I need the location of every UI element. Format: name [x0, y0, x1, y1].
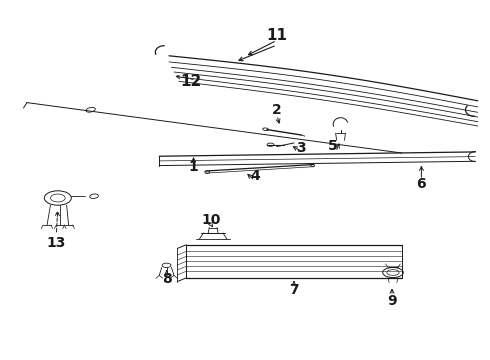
Text: 4: 4: [250, 170, 260, 183]
Text: 11: 11: [267, 28, 287, 44]
Text: 6: 6: [416, 177, 426, 190]
Text: 12: 12: [180, 73, 202, 89]
Text: 7: 7: [289, 283, 299, 297]
Text: 10: 10: [201, 213, 220, 226]
Text: 8: 8: [162, 272, 172, 286]
Text: 2: 2: [272, 103, 282, 117]
Text: 3: 3: [296, 141, 306, 154]
Text: 9: 9: [387, 294, 397, 307]
Text: 5: 5: [328, 139, 338, 153]
Text: 13: 13: [47, 236, 66, 250]
Text: 1: 1: [189, 161, 198, 174]
